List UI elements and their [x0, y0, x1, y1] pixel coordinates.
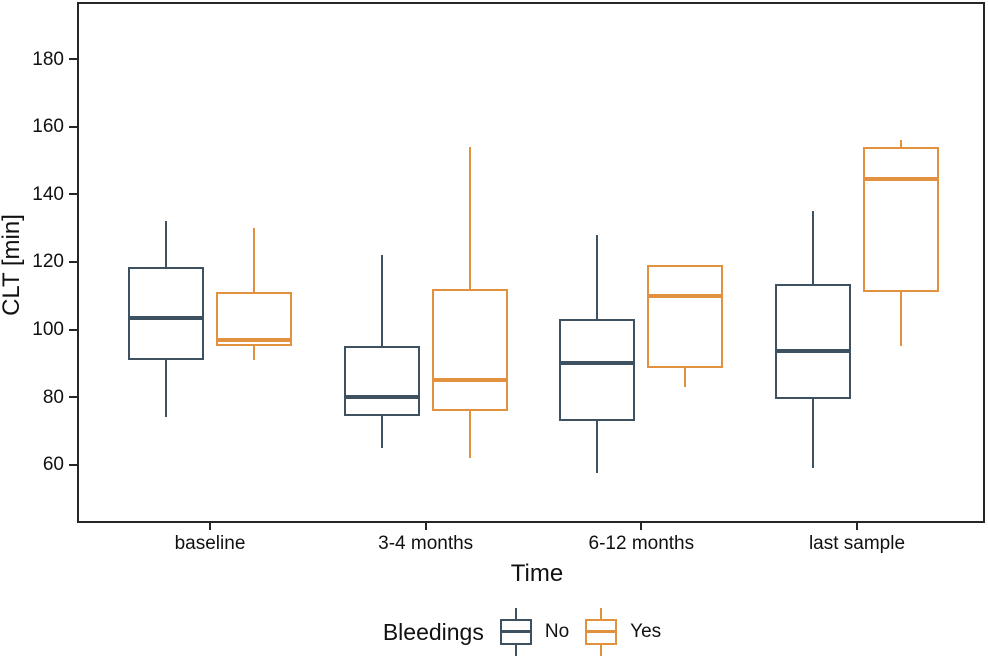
boxplot-key-icon — [584, 608, 618, 656]
whisker-high-yes-last-sample — [900, 140, 902, 148]
whisker-high-no-6-12-months — [596, 234, 599, 320]
legend: Bleedings No Yes — [28, 606, 988, 658]
whisker-low-no-6-12-months — [596, 420, 599, 474]
whisker-high-yes-baseline — [253, 228, 255, 293]
legend-label: No — [544, 621, 570, 642]
median-yes-last-sample — [865, 177, 937, 182]
whisker-low-yes-last-sample — [900, 292, 902, 347]
y-tick-mark — [69, 58, 77, 61]
whisker-high-no-3-4-months — [380, 255, 383, 347]
x-tick-label: last sample — [808, 533, 906, 554]
box-no-3-4-months — [343, 346, 420, 416]
box-yes-6-12-months — [647, 265, 724, 369]
legend-title: Bleedings — [382, 618, 484, 645]
boxplot-key-icon — [499, 608, 533, 656]
box-yes-3-4-months — [431, 289, 508, 411]
box-no-6-12-months — [559, 319, 636, 421]
box-no-baseline — [128, 267, 204, 360]
y-tick-label: 140 — [32, 183, 64, 205]
whisker-low-no-last-sample — [812, 398, 814, 468]
y-tick-label: 80 — [42, 386, 64, 408]
x-tick-mark — [856, 522, 858, 530]
y-tick-label: 60 — [42, 454, 64, 476]
whisker-high-no-last-sample — [812, 211, 814, 284]
x-tick-label: baseline — [174, 533, 246, 554]
median-no-baseline — [130, 315, 202, 320]
median-no-last-sample — [777, 349, 849, 354]
y-tick-mark — [69, 193, 77, 196]
x-tick-mark — [424, 522, 427, 530]
y-tick-mark — [69, 260, 77, 263]
median-no-3-4-months — [345, 395, 418, 400]
plot-panel — [77, 2, 985, 523]
whisker-high-no-baseline — [165, 221, 167, 268]
x-tick-mark — [640, 522, 643, 530]
whisker-low-no-3-4-months — [380, 415, 383, 448]
median-yes-3-4-months — [433, 378, 506, 383]
legend-entries: No Yes — [499, 608, 661, 656]
whisker-low-no-baseline — [165, 359, 167, 418]
legend-label: Yes — [630, 621, 662, 642]
median-yes-6-12-months — [649, 293, 722, 298]
median-yes-baseline — [218, 337, 290, 342]
box-yes-last-sample — [863, 147, 939, 293]
y-tick-label: 100 — [32, 319, 64, 341]
box-yes-baseline — [216, 292, 292, 347]
median-no-6-12-months — [561, 361, 634, 366]
y-tick-label: 120 — [32, 251, 64, 273]
x-axis-title: Time — [510, 560, 564, 587]
x-tick-mark — [209, 522, 211, 530]
box-no-last-sample — [775, 283, 851, 399]
x-tick-label: 6-12 months — [588, 533, 695, 554]
x-tick-label: 3-4 months — [378, 533, 474, 554]
whisker-high-yes-3-4-months — [468, 147, 471, 289]
legend-entry-yes: Yes — [584, 608, 661, 656]
y-tick-label: 160 — [32, 116, 64, 138]
y-tick-mark — [69, 463, 77, 466]
whisker-low-yes-3-4-months — [468, 410, 471, 458]
y-tick-mark — [69, 328, 77, 331]
legend-entry-no: No — [499, 608, 569, 656]
y-tick-label: 180 — [32, 48, 64, 70]
y-tick-mark — [69, 396, 77, 399]
whisker-low-yes-baseline — [253, 346, 255, 360]
y-tick-mark — [69, 125, 77, 128]
whisker-low-yes-6-12-months — [684, 368, 687, 387]
